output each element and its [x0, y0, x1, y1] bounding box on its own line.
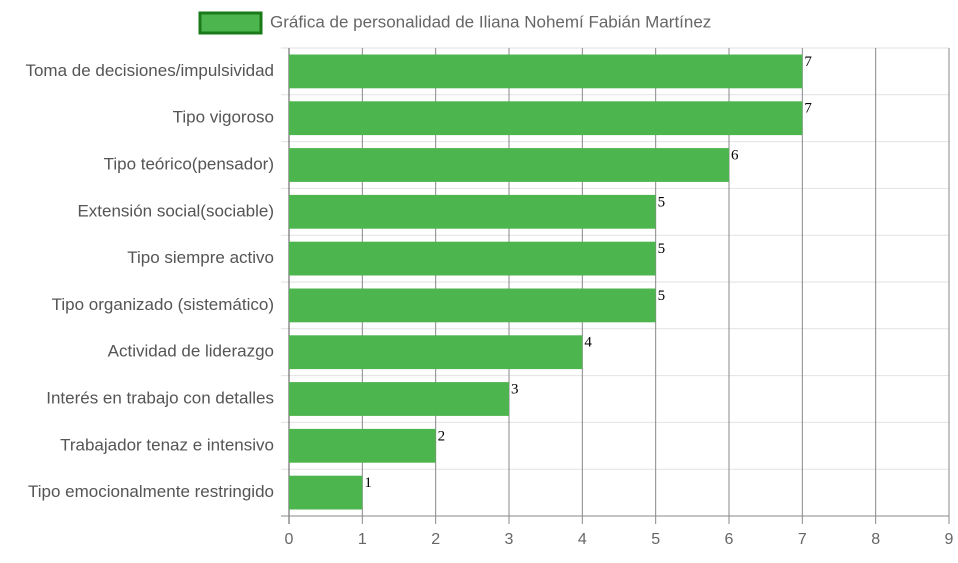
- bar: [289, 241, 656, 276]
- y-tick-label: Tipo siempre activo: [127, 248, 274, 267]
- x-tick-label: 2: [431, 531, 440, 548]
- bar: [289, 428, 436, 463]
- y-tick-label: Toma de decisiones/impulsividad: [25, 61, 274, 80]
- x-tick-label: 5: [651, 531, 660, 548]
- value-label: 3: [511, 382, 519, 398]
- bar: [289, 335, 583, 370]
- bar: [289, 194, 656, 229]
- y-tick-label: Interés en trabajo con detalles: [46, 388, 274, 407]
- bar: [289, 148, 729, 182]
- bar: [289, 54, 803, 89]
- value-label: 5: [658, 288, 666, 304]
- value-label: 1: [364, 475, 372, 491]
- x-tick-label: 3: [505, 531, 514, 548]
- x-tick-label: 6: [725, 531, 734, 548]
- y-tick-label: Tipo vigoroso: [173, 108, 274, 127]
- y-tick-label: Tipo teórico(pensador): [104, 154, 274, 173]
- bar: [289, 382, 509, 416]
- value-label: 4: [584, 335, 592, 351]
- bar: [289, 288, 656, 323]
- x-tick-label: 4: [578, 531, 587, 548]
- value-label: 6: [731, 148, 739, 164]
- y-tick-label: Actividad de liderazgo: [108, 342, 274, 361]
- legend-label: Gráfica de personalidad de Iliana Nohemí…: [270, 12, 711, 31]
- y-tick-label: Tipo organizado (sistemático): [52, 295, 274, 314]
- legend-swatch: [198, 11, 263, 35]
- value-label: 7: [804, 54, 812, 70]
- x-tick-label: 1: [358, 531, 367, 548]
- x-tick-label: 0: [285, 531, 294, 548]
- x-tick-label: 8: [871, 531, 880, 548]
- value-label: 2: [438, 428, 446, 444]
- x-tick-label: 9: [945, 531, 954, 548]
- x-tick-label: 7: [798, 531, 807, 548]
- bar: [289, 101, 803, 136]
- y-tick-label: Tipo emocionalmente restringido: [28, 482, 274, 501]
- bar: [289, 475, 363, 510]
- value-label: 5: [658, 241, 666, 257]
- y-tick-label: Extensión social(sociable): [77, 201, 274, 220]
- value-label: 7: [804, 101, 812, 117]
- y-tick-label: Trabajador tenaz e intensivo: [60, 435, 274, 454]
- value-label: 5: [658, 194, 666, 210]
